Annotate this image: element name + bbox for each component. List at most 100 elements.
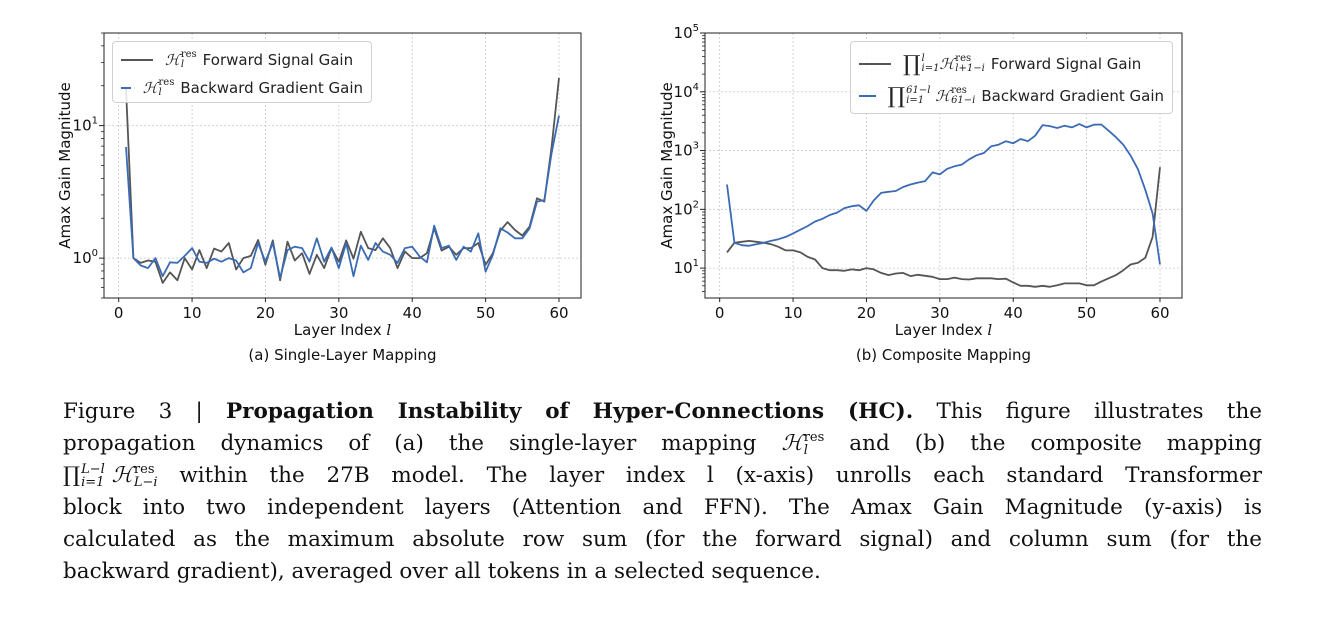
math-scripts: res l <box>181 50 197 70</box>
caption-text: and (b) the composite mapping <box>849 431 1262 456</box>
product-symbol: ∏ <box>887 83 906 109</box>
y-tick-label: 101 <box>73 116 98 135</box>
caption-line-2: propagation dynamics of (a) the single-l… <box>63 428 1262 460</box>
math-sub: i=1 <box>906 95 925 106</box>
x-tick-label: 30 <box>329 304 348 322</box>
figure-label: Figure 3 | <box>63 399 203 424</box>
math-sup: 61−l <box>906 85 931 96</box>
chart-a: 0 10 20 30 40 50 60 100 101 Layer Index l (a) Sing… <box>56 32 582 364</box>
caption-text: This figure illustrates the <box>936 399 1263 424</box>
legend-label: Forward Signal Gain <box>990 55 1142 73</box>
product-scripts: L−l i=1 <box>81 463 105 489</box>
caption-text: within the 27B model. The layer index l … <box>179 463 1262 488</box>
legend-label: Forward Signal Gain <box>202 51 354 69</box>
math-sub: l <box>158 87 162 98</box>
legend-swatch-backward <box>859 95 876 97</box>
product-scripts: l i=1 <box>922 54 940 74</box>
math-sub: 61−i <box>951 95 976 106</box>
math-sup: res <box>180 49 197 60</box>
x-tick-label: 0 <box>114 304 124 322</box>
math-sub: L−i <box>133 475 158 490</box>
math-sup: res <box>803 430 825 445</box>
math-base: ℋ <box>165 51 180 69</box>
series-line-backward-gradient-gain <box>726 123 1161 265</box>
figure-caption: Figure 3 | Propagation Instability of Hy… <box>63 396 1262 588</box>
caption-line-4: block into two independent layers (Atten… <box>63 495 1262 520</box>
legend-swatch-forward <box>859 63 891 65</box>
math-base: ℋ <box>935 87 951 105</box>
x-tick-label: 30 <box>930 304 949 322</box>
math-sup: l <box>921 53 925 64</box>
math-sup: res <box>158 77 175 88</box>
caption-line-6: backward gradient), averaged over all to… <box>63 559 821 584</box>
legend-swatch-forward <box>121 59 153 61</box>
x-tick-label: 60 <box>549 304 568 322</box>
y-tick-label: 104 <box>674 82 699 101</box>
math-scripts: res 61−i <box>951 86 975 106</box>
math-sub: i=1 <box>81 475 105 490</box>
product-symbol: ∏ <box>903 51 921 77</box>
math-sup: res <box>133 462 155 477</box>
y-tick-label: 102 <box>674 199 699 218</box>
caption-title: Propagation Instability of Hyper-Connect… <box>226 399 914 424</box>
series-line-forward-signal-gain <box>726 167 1161 288</box>
legend-label: Backward Gradient Gain <box>180 79 363 97</box>
math-sub: i=1 <box>921 63 940 74</box>
y-tick-label: 101 <box>674 258 699 277</box>
math-base: ℋ <box>142 79 158 97</box>
y-axis-label: Amax Gain Magnitude <box>658 82 676 248</box>
series-line-forward-signal-gain <box>125 77 560 284</box>
math-sup: res <box>955 53 972 64</box>
y-tick-label: 100 <box>73 248 98 267</box>
y-axis-label: Amax Gain Magnitude <box>56 82 74 248</box>
product-symbol: ∏ <box>63 463 81 488</box>
x-tick-label: 10 <box>784 304 803 322</box>
legend-label: Backward Gradient Gain <box>981 87 1164 105</box>
y-tick-label: 105 <box>674 23 699 42</box>
x-tick-label: 60 <box>1150 304 1169 322</box>
chart-b: 0 10 20 30 40 50 60 101 102 103 104 105 Layer Index … <box>658 23 1183 364</box>
math-sub: l <box>180 59 185 70</box>
math-base: ℋ <box>939 55 955 73</box>
math-scripts: res l <box>804 431 825 457</box>
math-scripts: res l <box>159 78 175 98</box>
x-tick-label: 20 <box>256 304 275 322</box>
caption-text: propagation dynamics of (a) the single-l… <box>63 431 757 456</box>
x-tick-label: 50 <box>1077 304 1096 322</box>
y-tick-label: 103 <box>674 141 699 160</box>
math-sub: l <box>803 443 808 458</box>
x-tick-label: 0 <box>715 304 725 322</box>
axes-frame <box>704 32 1183 299</box>
x-axis-label: Layer Index l <box>294 321 392 339</box>
legend-swatch-backward <box>121 87 131 89</box>
math-base: ℋ <box>781 431 803 456</box>
series-line-backward-gradient-gain <box>125 115 560 279</box>
math-scripts: res L−i <box>134 463 158 489</box>
caption-line-5: calculated as the maximum absolute row s… <box>63 527 1262 552</box>
math-scripts: res l+1−i <box>955 54 985 74</box>
x-tick-label: 40 <box>403 304 422 322</box>
caption-line-1: Figure 3 | Propagation Instability of Hy… <box>63 396 1262 428</box>
math-sup: res <box>951 85 967 96</box>
x-axis-label: Layer Index l <box>895 321 993 339</box>
subplot-caption: (b) Composite Mapping <box>856 346 1031 364</box>
x-tick-label: 20 <box>857 304 876 322</box>
product-scripts: 61−l i=1 <box>906 86 930 106</box>
x-tick-label: 40 <box>1004 304 1023 322</box>
math-sup: L−l <box>81 462 105 477</box>
